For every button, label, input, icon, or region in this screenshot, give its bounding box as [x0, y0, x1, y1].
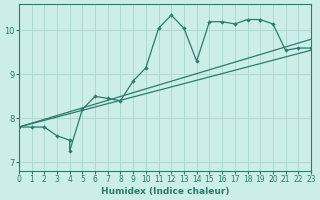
- X-axis label: Humidex (Indice chaleur): Humidex (Indice chaleur): [101, 187, 229, 196]
